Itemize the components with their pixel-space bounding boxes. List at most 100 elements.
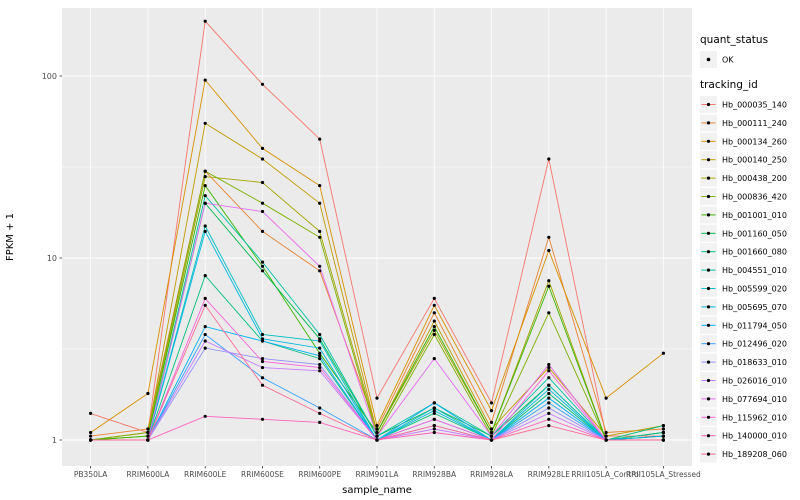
x-tick-label: RRIM901LA — [356, 470, 400, 479]
data-point — [203, 175, 207, 179]
legend-key-point — [706, 452, 711, 456]
data-point — [489, 427, 494, 431]
data-point — [547, 235, 551, 239]
legend-item-label: Hb_026016_010 — [722, 377, 787, 386]
data-point — [547, 387, 551, 391]
legend-item-label: Hb_011794_050 — [722, 321, 787, 330]
legend-key-point — [706, 360, 711, 364]
legend-key-point — [706, 268, 711, 272]
data-point — [375, 427, 379, 431]
data-point — [260, 82, 265, 86]
y-axis-title: FPKM + 1 — [5, 213, 16, 261]
legend-key-point — [706, 250, 711, 254]
data-point — [260, 146, 265, 150]
legend-item: Hb_004551_010 — [700, 261, 787, 279]
data-point — [318, 357, 322, 361]
data-point — [318, 420, 322, 424]
data-point — [89, 430, 93, 435]
data-point — [260, 357, 265, 361]
x-tick-label: RRIM928LA — [470, 470, 514, 479]
data-point — [489, 420, 494, 424]
data-point — [661, 430, 666, 435]
data-point — [547, 279, 551, 283]
data-point — [375, 396, 379, 400]
legend-quant-ok-label: OK — [722, 56, 734, 65]
x-tick-label: RRII105LA_Control — [571, 470, 641, 479]
x-tick-label: RRIM928BA — [412, 470, 457, 479]
legend-item: Hb_005695_070 — [700, 298, 787, 316]
data-point — [661, 434, 666, 438]
data-point — [547, 383, 551, 387]
data-point — [489, 434, 494, 438]
legend-key-point — [706, 397, 711, 401]
data-point — [489, 401, 494, 405]
y-tick-label: 10 — [47, 254, 57, 263]
data-point — [260, 417, 265, 421]
x-tick-label: RRIM600SE — [241, 470, 284, 479]
legend-item-label: Hb_000134_260 — [722, 137, 787, 146]
legend-key-point — [706, 139, 711, 143]
data-point — [661, 427, 666, 431]
data-point — [432, 311, 436, 315]
legend-item-label: Hb_000111_240 — [722, 119, 787, 128]
series-layer — [89, 19, 666, 442]
data-point — [146, 438, 150, 442]
legend-item: Hb_000111_240 — [700, 114, 787, 132]
data-point — [432, 319, 436, 323]
data-point — [547, 284, 551, 288]
legend-item: Hb_115962_010 — [700, 408, 787, 426]
data-point — [375, 430, 379, 435]
data-point — [547, 376, 551, 380]
legend-item-label: Hb_077694_010 — [722, 395, 787, 404]
data-point — [260, 260, 265, 264]
data-point — [318, 366, 322, 370]
data-point — [547, 401, 551, 405]
data-point — [203, 184, 207, 188]
data-point — [547, 396, 551, 400]
x-tick-label: RRIM600LE — [184, 470, 227, 479]
data-point — [203, 229, 207, 233]
data-point — [260, 376, 265, 380]
legend-tracking-items: Hb_000035_140 Hb_000111_240 Hb_000134_260 H… — [700, 96, 787, 463]
data-point — [260, 180, 265, 185]
data-point — [260, 337, 265, 341]
series-points-Hb_000134_260 — [89, 78, 666, 435]
series-points-Hb_189208_060 — [89, 303, 666, 442]
data-point — [547, 391, 551, 396]
legend-item-label: Hb_001160_050 — [722, 229, 787, 238]
data-point — [203, 194, 207, 198]
legend-item-label: Hb_012496_020 — [722, 340, 787, 349]
data-point — [432, 427, 436, 431]
legend-item: Hb_005599_020 — [700, 280, 787, 297]
data-point — [89, 434, 93, 438]
legend-item-label: Hb_140000_010 — [722, 432, 787, 441]
legend-item: Hb_018633_010 — [700, 353, 787, 371]
x-tick-label: RRII105LA_Stressed — [626, 470, 701, 479]
data-point — [547, 406, 551, 410]
data-point — [432, 430, 436, 435]
legend-key-point — [706, 213, 711, 217]
data-point — [318, 411, 322, 415]
legend-item: Hb_012496_020 — [700, 335, 787, 353]
data-point — [260, 269, 265, 273]
legend-key-point — [706, 378, 711, 383]
data-point — [203, 274, 207, 278]
data-point — [318, 362, 322, 367]
legend-item-label: Hb_000035_140 — [722, 101, 787, 110]
data-point — [318, 346, 322, 350]
data-point — [203, 296, 207, 300]
legend-item: Hb_000134_260 — [700, 132, 787, 150]
legend-item-label: Hb_115962_010 — [722, 413, 787, 422]
data-point — [260, 332, 265, 337]
legend-item-label: Hb_189208_060 — [722, 450, 787, 459]
data-point — [489, 409, 494, 413]
y-tick-label: 1 — [52, 436, 57, 445]
data-point — [604, 438, 608, 442]
data-point — [318, 354, 322, 358]
data-point — [432, 417, 436, 421]
legend-item: Hb_000035_140 — [700, 96, 787, 113]
legend-key-point — [706, 194, 711, 199]
data-point — [432, 332, 436, 337]
data-point — [547, 417, 551, 421]
